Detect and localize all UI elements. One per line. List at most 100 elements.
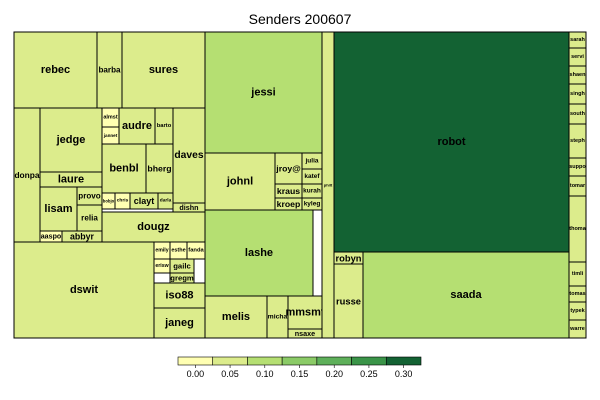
- treemap-cell-provo: provo: [76, 186, 103, 206]
- treemap-cell-label: servi: [571, 54, 584, 60]
- treemap-cell-label: dishn: [179, 203, 198, 212]
- colorbar-tick-label: 0.10: [256, 369, 274, 379]
- treemap-cell-janeg: janeg: [153, 307, 206, 339]
- treemap-cell-rect: [333, 263, 364, 339]
- treemap-cell-label: almst: [103, 115, 118, 121]
- treemap-cell-rect: [362, 251, 570, 339]
- treemap-cell-rect: [568, 319, 587, 339]
- treemap-cell-timli: timli: [568, 261, 587, 287]
- treemap-cell-rect: [101, 143, 147, 194]
- treemap-cell-typek: typek: [568, 301, 587, 321]
- treemap-cell-label: russe: [336, 296, 361, 307]
- treemap-cell-micha: micha: [266, 295, 289, 339]
- treemap-cell-singh: singh: [568, 83, 587, 105]
- treemap-cell-rect: [204, 31, 323, 154]
- treemap-cell-russe: russe: [333, 263, 364, 339]
- treemap-cell-clayt: clayt: [129, 192, 159, 210]
- treemap-cell-label: saada: [450, 289, 482, 301]
- treemap-cell-relia: relia: [76, 204, 103, 232]
- treemap-cell-label: johnl: [226, 176, 253, 188]
- colorbar-tick-label: 0.30: [395, 369, 413, 379]
- treemap-cell-rect: [204, 152, 276, 211]
- treemap-cell-johnl: johnl: [204, 152, 276, 211]
- treemap-cell-rect: [274, 152, 303, 185]
- treemap-cell-benbl: benbl: [101, 143, 147, 194]
- treemap-cell-label: south: [570, 111, 586, 117]
- treemap-cell-label: laure: [58, 174, 84, 186]
- treemap-cell-rect: [333, 31, 570, 253]
- treemap-cell-label: abbyr: [70, 232, 95, 242]
- treemap-cell-label: kurah: [303, 188, 321, 195]
- treemap-cells: rebec barba sures donpa almst jannet audre bart…: [13, 31, 587, 339]
- treemap-cell-label: fanda: [188, 248, 204, 254]
- treemap-cell-jessi: jessi: [204, 31, 323, 154]
- treemap-cell-label: janeg: [164, 317, 194, 329]
- treemap-cell-label: benbl: [109, 163, 138, 175]
- treemap-cell-servi: servi: [568, 47, 587, 67]
- treemap-cell-laure: laure: [39, 171, 103, 188]
- treemap-cell-rect: [76, 204, 103, 232]
- treemap-cell-label: singh: [570, 91, 585, 97]
- treemap-cell-tomar: tomar: [568, 175, 587, 197]
- treemap-cell-mmsmt: mmsmt: [285, 295, 325, 330]
- treemap-cell-jedge: jedge: [39, 107, 103, 173]
- treemap-cell-julia: julia: [301, 152, 323, 170]
- treemap-cell-label: dougz: [137, 221, 170, 233]
- colorbar-tick-label: 0.00: [187, 369, 205, 379]
- treemap-cell-daves: daves: [172, 107, 206, 204]
- treemap-cell-rect: [157, 192, 174, 210]
- treemap-cell-bobjo: bobjo: [101, 192, 116, 210]
- treemap-cell-dishn: dishn: [172, 202, 206, 213]
- treemap-cell-rect: [96, 31, 123, 109]
- colorbar-tick-label: 0.25: [360, 369, 378, 379]
- treemap-cell-label: philt: [324, 183, 333, 188]
- colorbar-tick-label: 0.15: [291, 369, 309, 379]
- treemap-cell-label: kroep: [277, 199, 301, 209]
- treemap-cell-label: lisam: [44, 203, 72, 215]
- treemap-cell-kraus: kraus: [274, 183, 303, 199]
- treemap-cell-south: south: [568, 103, 587, 125]
- treemap-cell-gailc: gailc: [169, 258, 195, 274]
- colorbar-swatch: [385, 356, 422, 366]
- colorbar-swatch: [351, 356, 387, 366]
- treemap-cell-label: melis: [222, 311, 250, 323]
- treemap-cell-label: gailc: [173, 262, 191, 271]
- treemap-cell-shaen: shaen: [568, 65, 587, 85]
- treemap-cell-label: jessi: [250, 87, 275, 99]
- treemap-cell-almst: almst: [101, 107, 120, 128]
- treemap-cell-label: kraus: [277, 186, 300, 196]
- treemap-cell-label: relia: [81, 214, 98, 223]
- treemap-cell-kyleg: kyleg: [301, 197, 323, 211]
- treemap-cell-label: esthe: [171, 248, 185, 254]
- treemap-cell-suppo: suppo: [568, 157, 587, 177]
- treemap-cell-jroy: jroy@: [274, 152, 303, 185]
- treemap-cell-sarah: sarah: [568, 31, 587, 49]
- treemap-cell-sures: sures: [121, 31, 206, 109]
- treemap-cell-label: jroy@: [275, 164, 300, 174]
- treemap-cell-rect: [39, 107, 103, 173]
- treemap-cell-bherg: bherg: [145, 143, 174, 194]
- treemap-cell-rect: [118, 107, 156, 145]
- treemap-cell-katef: katef: [301, 168, 323, 185]
- treemap-cell-melis: melis: [204, 295, 268, 339]
- treemap-cell-label: timli: [572, 271, 584, 277]
- treemap-cell-label: kyleg: [304, 201, 321, 208]
- treemap-cell-kurah: kurah: [301, 183, 323, 199]
- treemap-cell-rect: [153, 307, 206, 339]
- treemap-cell-label: katef: [304, 173, 320, 180]
- treemap-cell-label: erisw: [155, 263, 169, 269]
- treemap-cell-label: micha: [268, 314, 288, 321]
- colorbar-swatch: [247, 356, 283, 366]
- treemap-cell-label: bobjo: [103, 199, 115, 204]
- treemap-cell-label: robot: [437, 136, 465, 148]
- treemap-cell-label: dswit: [70, 284, 98, 296]
- treemap-cell-label: barto: [157, 123, 172, 129]
- treemap-cell-darla: darla: [157, 192, 174, 210]
- treemap-cell-audre: audre: [118, 107, 156, 145]
- treemap-cell-rebec: rebec: [13, 31, 98, 109]
- treemap-cell-rect: [153, 258, 171, 274]
- treemap-cell-abbyr: abbyr: [61, 230, 103, 243]
- treemap-cell-label: nsaxe: [295, 329, 315, 338]
- treemap-cell-label: clayt: [134, 196, 155, 206]
- treemap-cell-label: daves: [174, 150, 203, 161]
